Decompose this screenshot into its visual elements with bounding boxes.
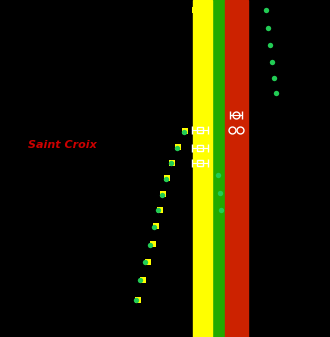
Point <box>150 241 156 247</box>
Point <box>168 160 174 166</box>
Point <box>153 223 159 229</box>
Point <box>133 297 139 303</box>
Point <box>196 42 202 48</box>
Point <box>169 160 175 166</box>
Point <box>269 59 275 65</box>
Point <box>194 24 200 30</box>
Point <box>151 224 157 230</box>
Point <box>160 191 166 197</box>
Point <box>273 90 279 96</box>
Point <box>200 75 206 81</box>
Point <box>218 207 224 213</box>
Point <box>182 129 187 135</box>
Point <box>175 144 181 150</box>
Point <box>217 190 223 196</box>
Point <box>135 297 141 303</box>
Point <box>265 25 271 31</box>
Bar <box>193 0 212 337</box>
Text: Saint Croix: Saint Croix <box>28 140 97 150</box>
Point <box>201 90 207 96</box>
Point <box>157 207 163 213</box>
Point <box>174 145 180 151</box>
Point <box>159 192 165 198</box>
Point <box>271 75 277 81</box>
Point <box>203 104 209 110</box>
Point <box>164 175 170 181</box>
Point <box>155 207 161 213</box>
Point <box>145 259 150 265</box>
Bar <box>212 0 225 337</box>
Point <box>198 59 204 65</box>
Point <box>142 259 148 265</box>
Point <box>267 42 273 48</box>
Point <box>163 176 169 182</box>
Point <box>137 277 143 283</box>
Point <box>204 117 210 123</box>
Point <box>192 7 198 13</box>
Point <box>263 7 269 13</box>
Point <box>148 242 153 248</box>
Point <box>182 128 188 134</box>
Point <box>215 172 221 178</box>
Point <box>140 277 146 283</box>
Bar <box>225 0 248 337</box>
